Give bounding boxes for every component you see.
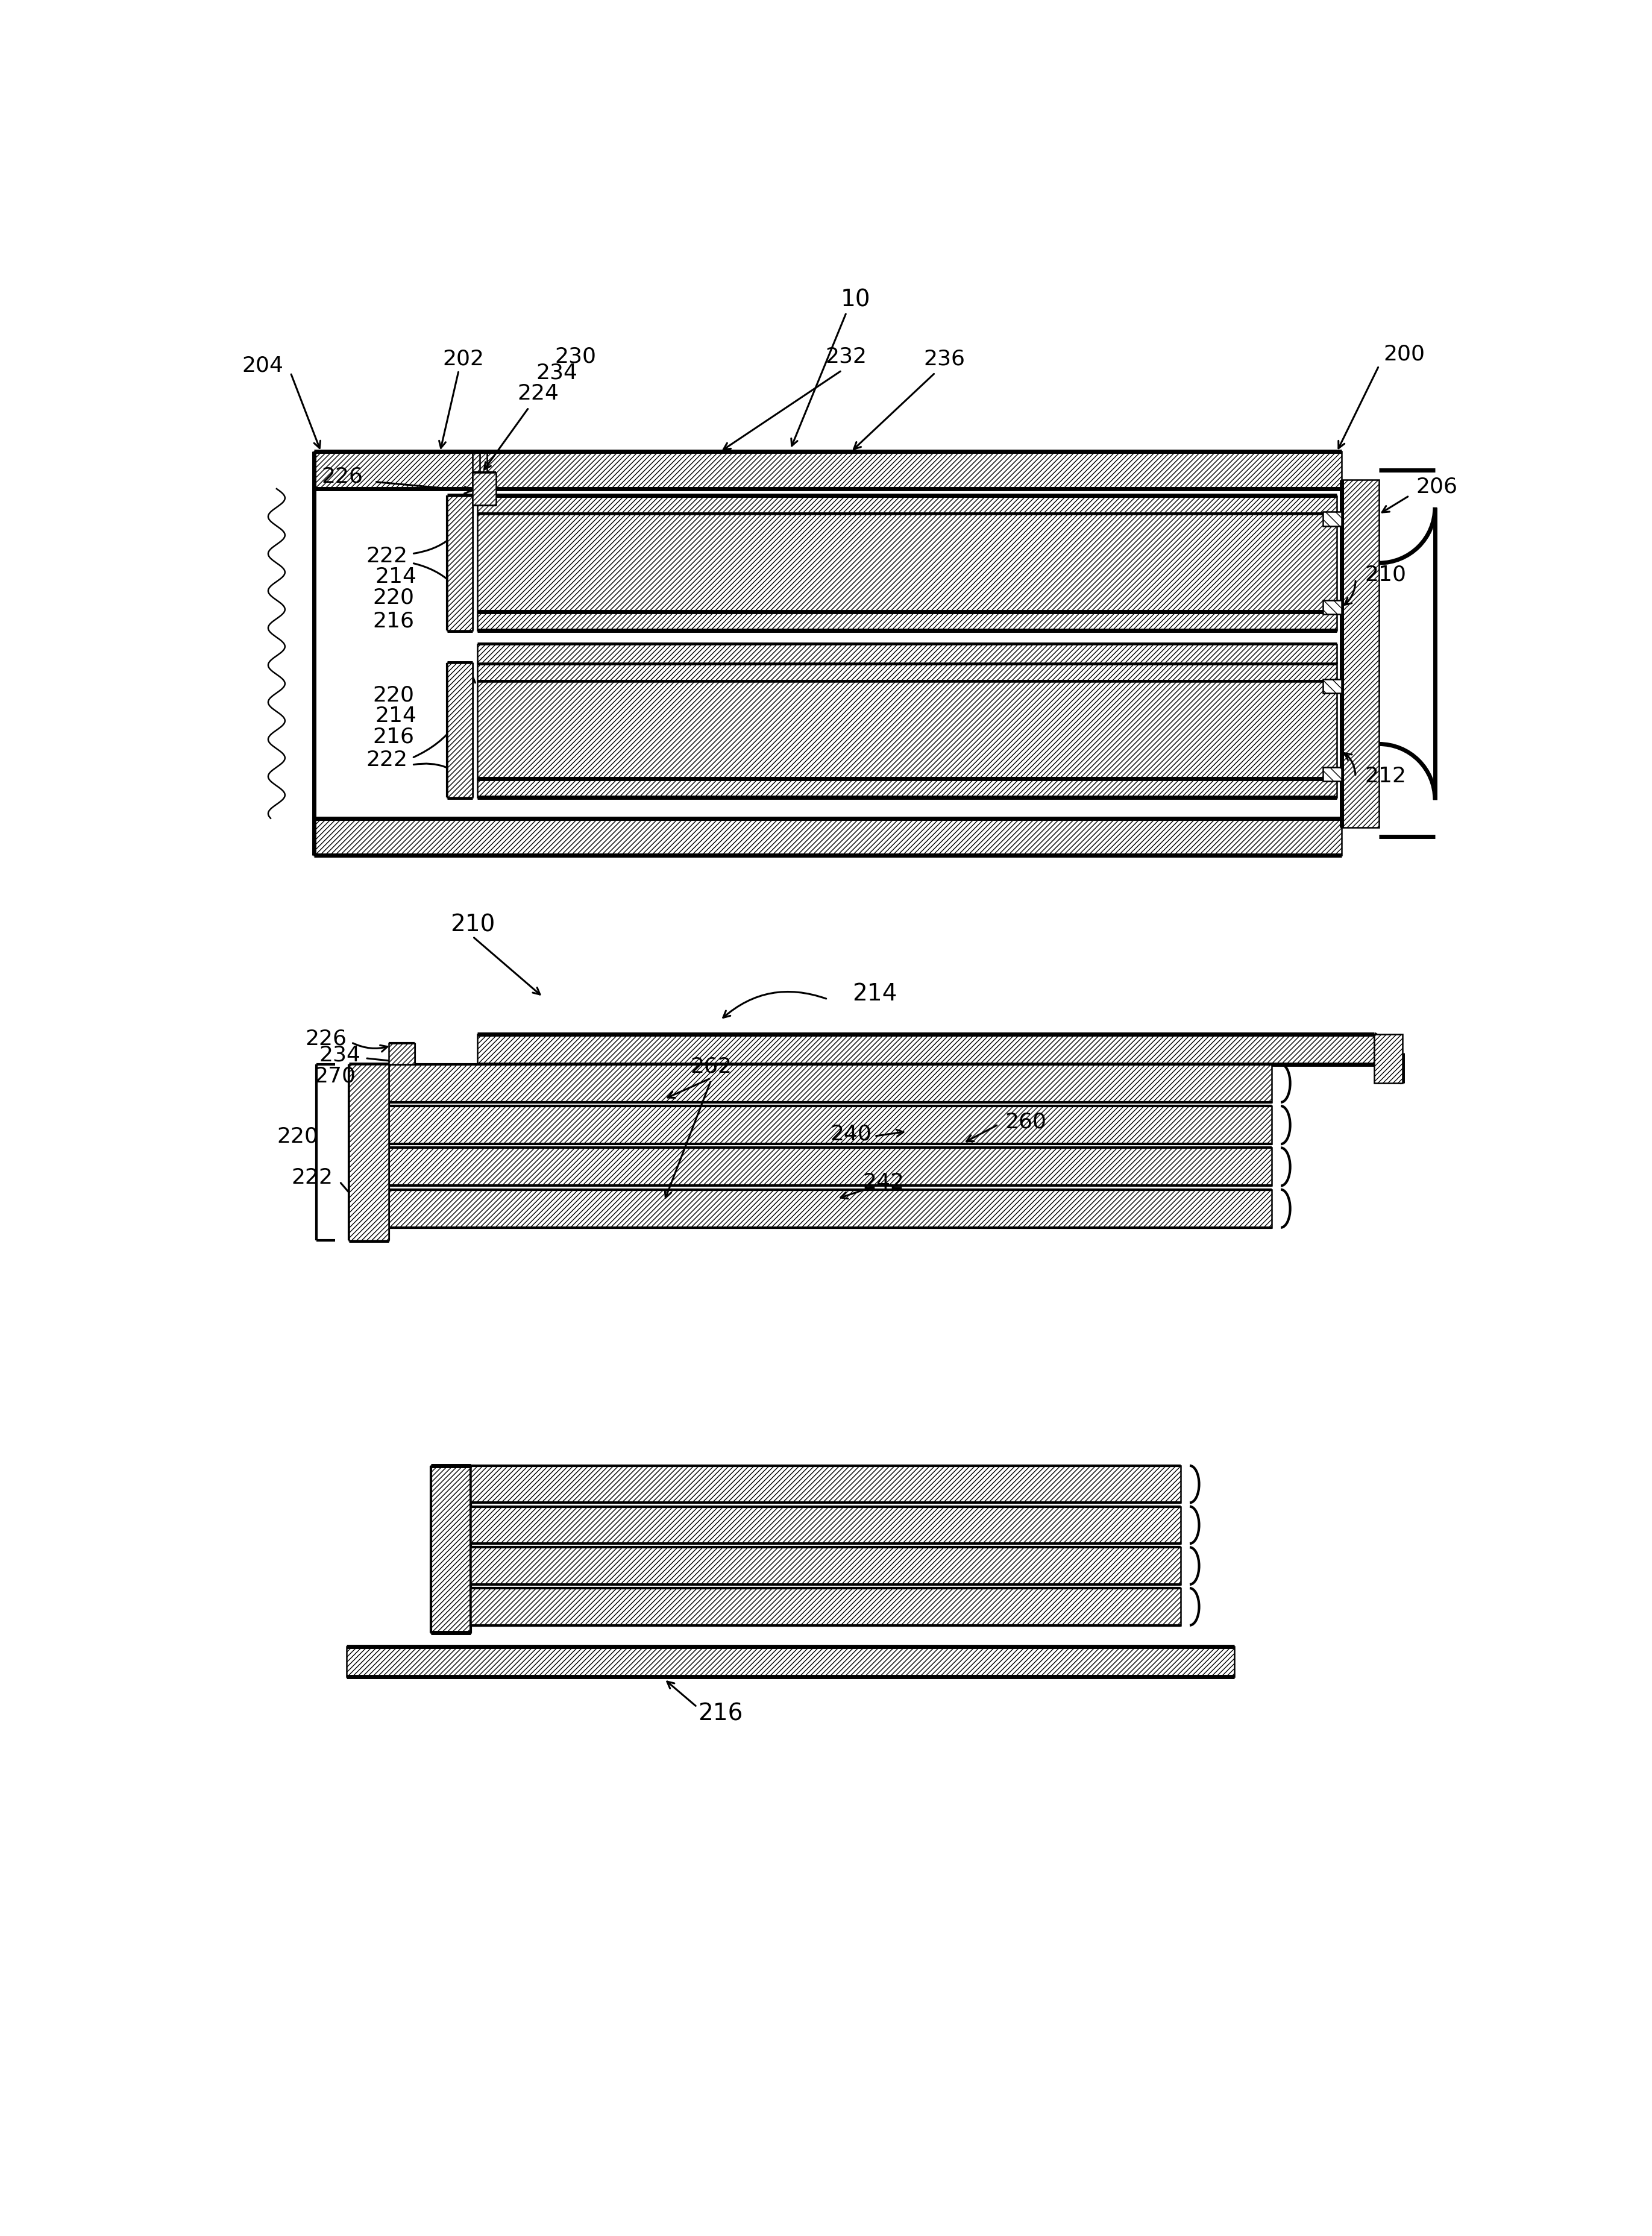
Bar: [1323, 599, 1341, 615]
Bar: [349, 1064, 388, 1241]
Text: 220: 220: [373, 684, 415, 707]
Bar: [477, 682, 1336, 778]
Bar: [1323, 680, 1341, 693]
Bar: [388, 1147, 1272, 1185]
Bar: [477, 644, 1336, 662]
Bar: [472, 472, 496, 505]
Text: 216: 216: [697, 1702, 743, 1726]
Text: 220: 220: [373, 588, 415, 608]
Bar: [388, 1190, 1272, 1228]
Bar: [448, 496, 472, 631]
Bar: [477, 514, 1336, 613]
Text: 214: 214: [852, 982, 897, 1006]
Text: 236: 236: [923, 349, 965, 369]
Bar: [471, 1588, 1181, 1626]
Bar: [477, 496, 1336, 514]
Bar: [471, 1507, 1181, 1543]
Text: 206: 206: [1416, 476, 1457, 496]
Text: 232: 232: [826, 347, 867, 367]
Text: 234: 234: [319, 1044, 360, 1064]
Text: 214: 214: [375, 707, 416, 727]
Bar: [1374, 1033, 1403, 1082]
Text: 222: 222: [365, 749, 408, 771]
Bar: [388, 1064, 1272, 1102]
Text: 270: 270: [314, 1067, 355, 1087]
Text: 220: 220: [278, 1127, 319, 1147]
Text: 216: 216: [373, 610, 415, 631]
Bar: [477, 1033, 1374, 1064]
Text: 202: 202: [443, 349, 484, 369]
Text: 240: 240: [831, 1122, 872, 1145]
Bar: [477, 662, 1336, 682]
Text: 222: 222: [365, 546, 408, 566]
Bar: [1341, 479, 1379, 827]
Text: 204: 204: [241, 356, 284, 376]
Text: 216: 216: [373, 727, 415, 747]
Text: 242: 242: [862, 1172, 905, 1192]
Bar: [477, 778, 1336, 798]
Bar: [471, 1547, 1181, 1585]
Text: 200: 200: [1384, 344, 1426, 364]
Bar: [471, 1465, 1181, 1503]
Text: 226: 226: [306, 1029, 347, 1049]
Text: 224: 224: [517, 382, 558, 405]
Text: 262: 262: [691, 1055, 732, 1078]
Text: 214: 214: [375, 566, 416, 588]
Text: 210: 210: [1365, 563, 1406, 586]
Text: 260: 260: [1004, 1111, 1047, 1131]
Text: 234: 234: [535, 362, 578, 382]
Bar: [388, 1107, 1272, 1145]
Bar: [1323, 512, 1341, 525]
Bar: [477, 613, 1336, 631]
Bar: [314, 818, 1341, 856]
Bar: [1323, 767, 1341, 780]
Bar: [448, 662, 472, 798]
Bar: [347, 1646, 1234, 1677]
Text: 10: 10: [841, 288, 871, 311]
Bar: [431, 1465, 471, 1632]
Text: 212: 212: [1365, 767, 1406, 787]
Text: 210: 210: [451, 915, 496, 937]
Bar: [314, 452, 1341, 490]
Text: 222: 222: [291, 1167, 332, 1187]
Bar: [388, 1044, 415, 1064]
Text: 226: 226: [322, 465, 363, 487]
Text: 230: 230: [555, 347, 596, 367]
